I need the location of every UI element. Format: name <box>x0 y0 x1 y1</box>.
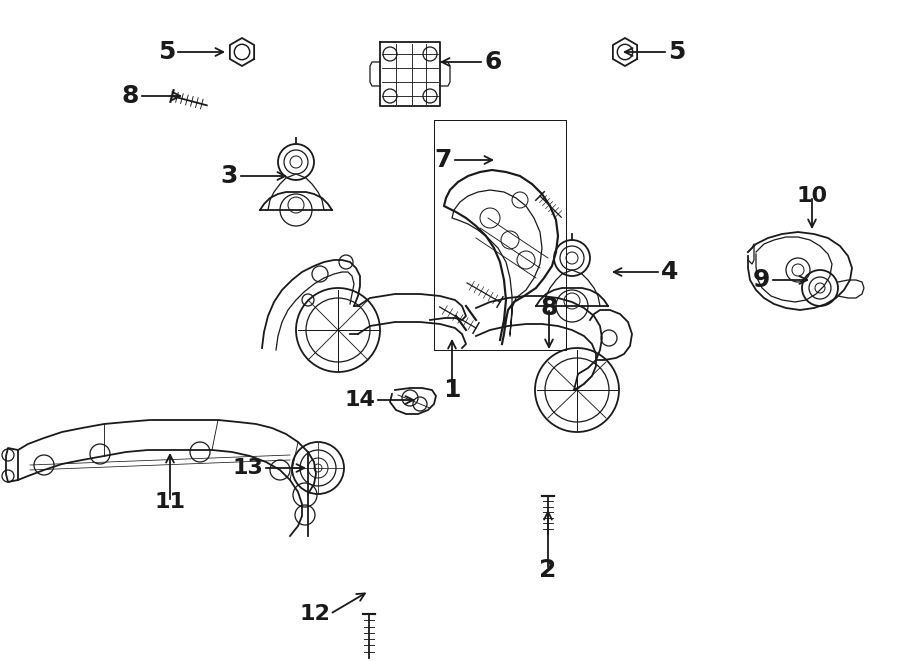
Text: 1: 1 <box>443 378 461 402</box>
Text: 7: 7 <box>435 148 452 172</box>
Text: 5: 5 <box>668 40 686 64</box>
Text: 8: 8 <box>540 296 558 320</box>
Text: 8: 8 <box>122 84 139 108</box>
Text: 14: 14 <box>344 390 375 410</box>
Text: 10: 10 <box>796 186 828 206</box>
Text: 4: 4 <box>661 260 679 284</box>
Text: 9: 9 <box>752 268 770 292</box>
Text: 5: 5 <box>158 40 175 64</box>
Text: 11: 11 <box>155 492 185 512</box>
Text: 6: 6 <box>484 50 501 74</box>
Text: 13: 13 <box>232 458 263 478</box>
Text: 2: 2 <box>539 558 557 582</box>
Text: 12: 12 <box>299 604 330 624</box>
Text: 3: 3 <box>220 164 238 188</box>
